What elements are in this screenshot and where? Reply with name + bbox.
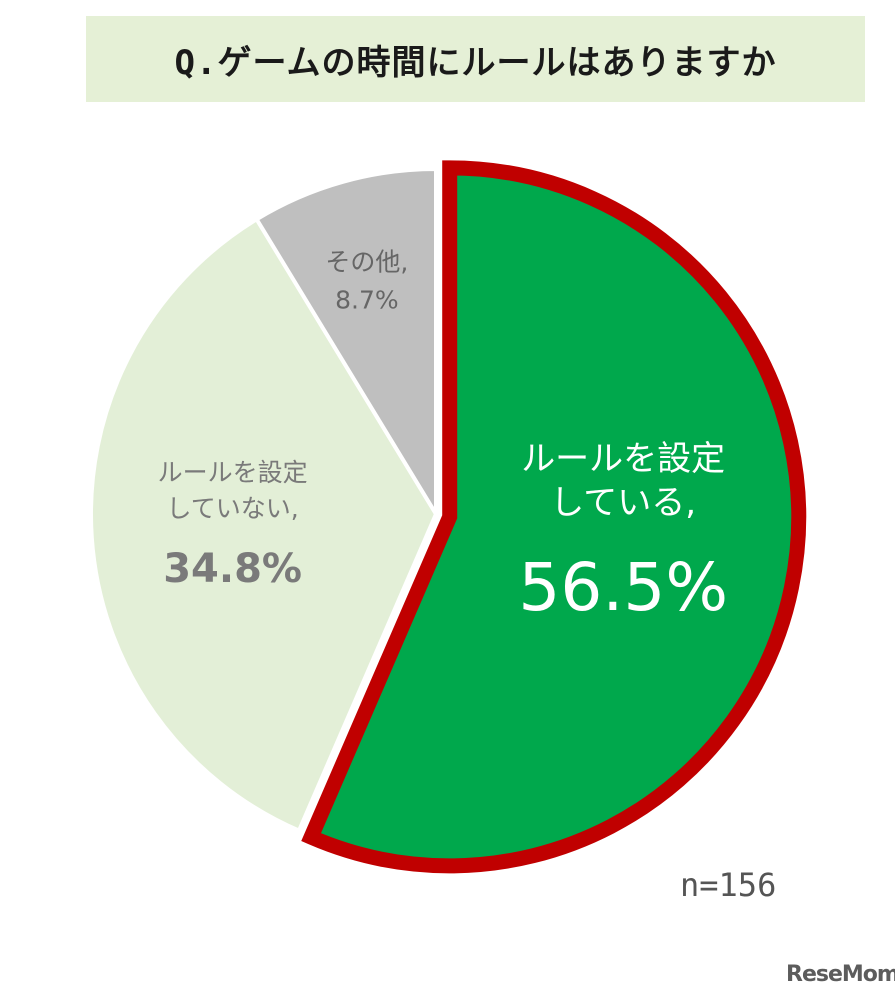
sample-size-note: n=156 [680, 866, 777, 904]
resemom-logo: ReseMom [786, 962, 895, 987]
chart-title: Q.ゲームの時間にルールはありますか [174, 42, 777, 83]
pie-slice-1 [88, 216, 439, 834]
pie-slices [88, 160, 807, 874]
slice-label-0-line-1: している, [550, 483, 696, 523]
slice-label-2-line-0: その他, [325, 247, 408, 276]
title-banner: Q.ゲームの時間にルールはありますか [86, 16, 865, 102]
slice-label-1-line-0: ルールを設定 [158, 458, 308, 487]
slice-value-2: 8.7% [335, 285, 399, 314]
slice-value-0: 56.5% [518, 549, 728, 626]
slice-label-0-line-0: ルールを設定 [521, 439, 725, 479]
pie-slice-2 [253, 166, 438, 522]
pie-slice-highlight-0 [301, 160, 807, 874]
pie-labels: ルールを設定している,56.5%ルールを設定していない,34.8%その他,8.7… [158, 247, 728, 626]
slice-label-1-line-1: していない, [166, 494, 298, 523]
slice-value-1: 34.8% [163, 546, 302, 592]
